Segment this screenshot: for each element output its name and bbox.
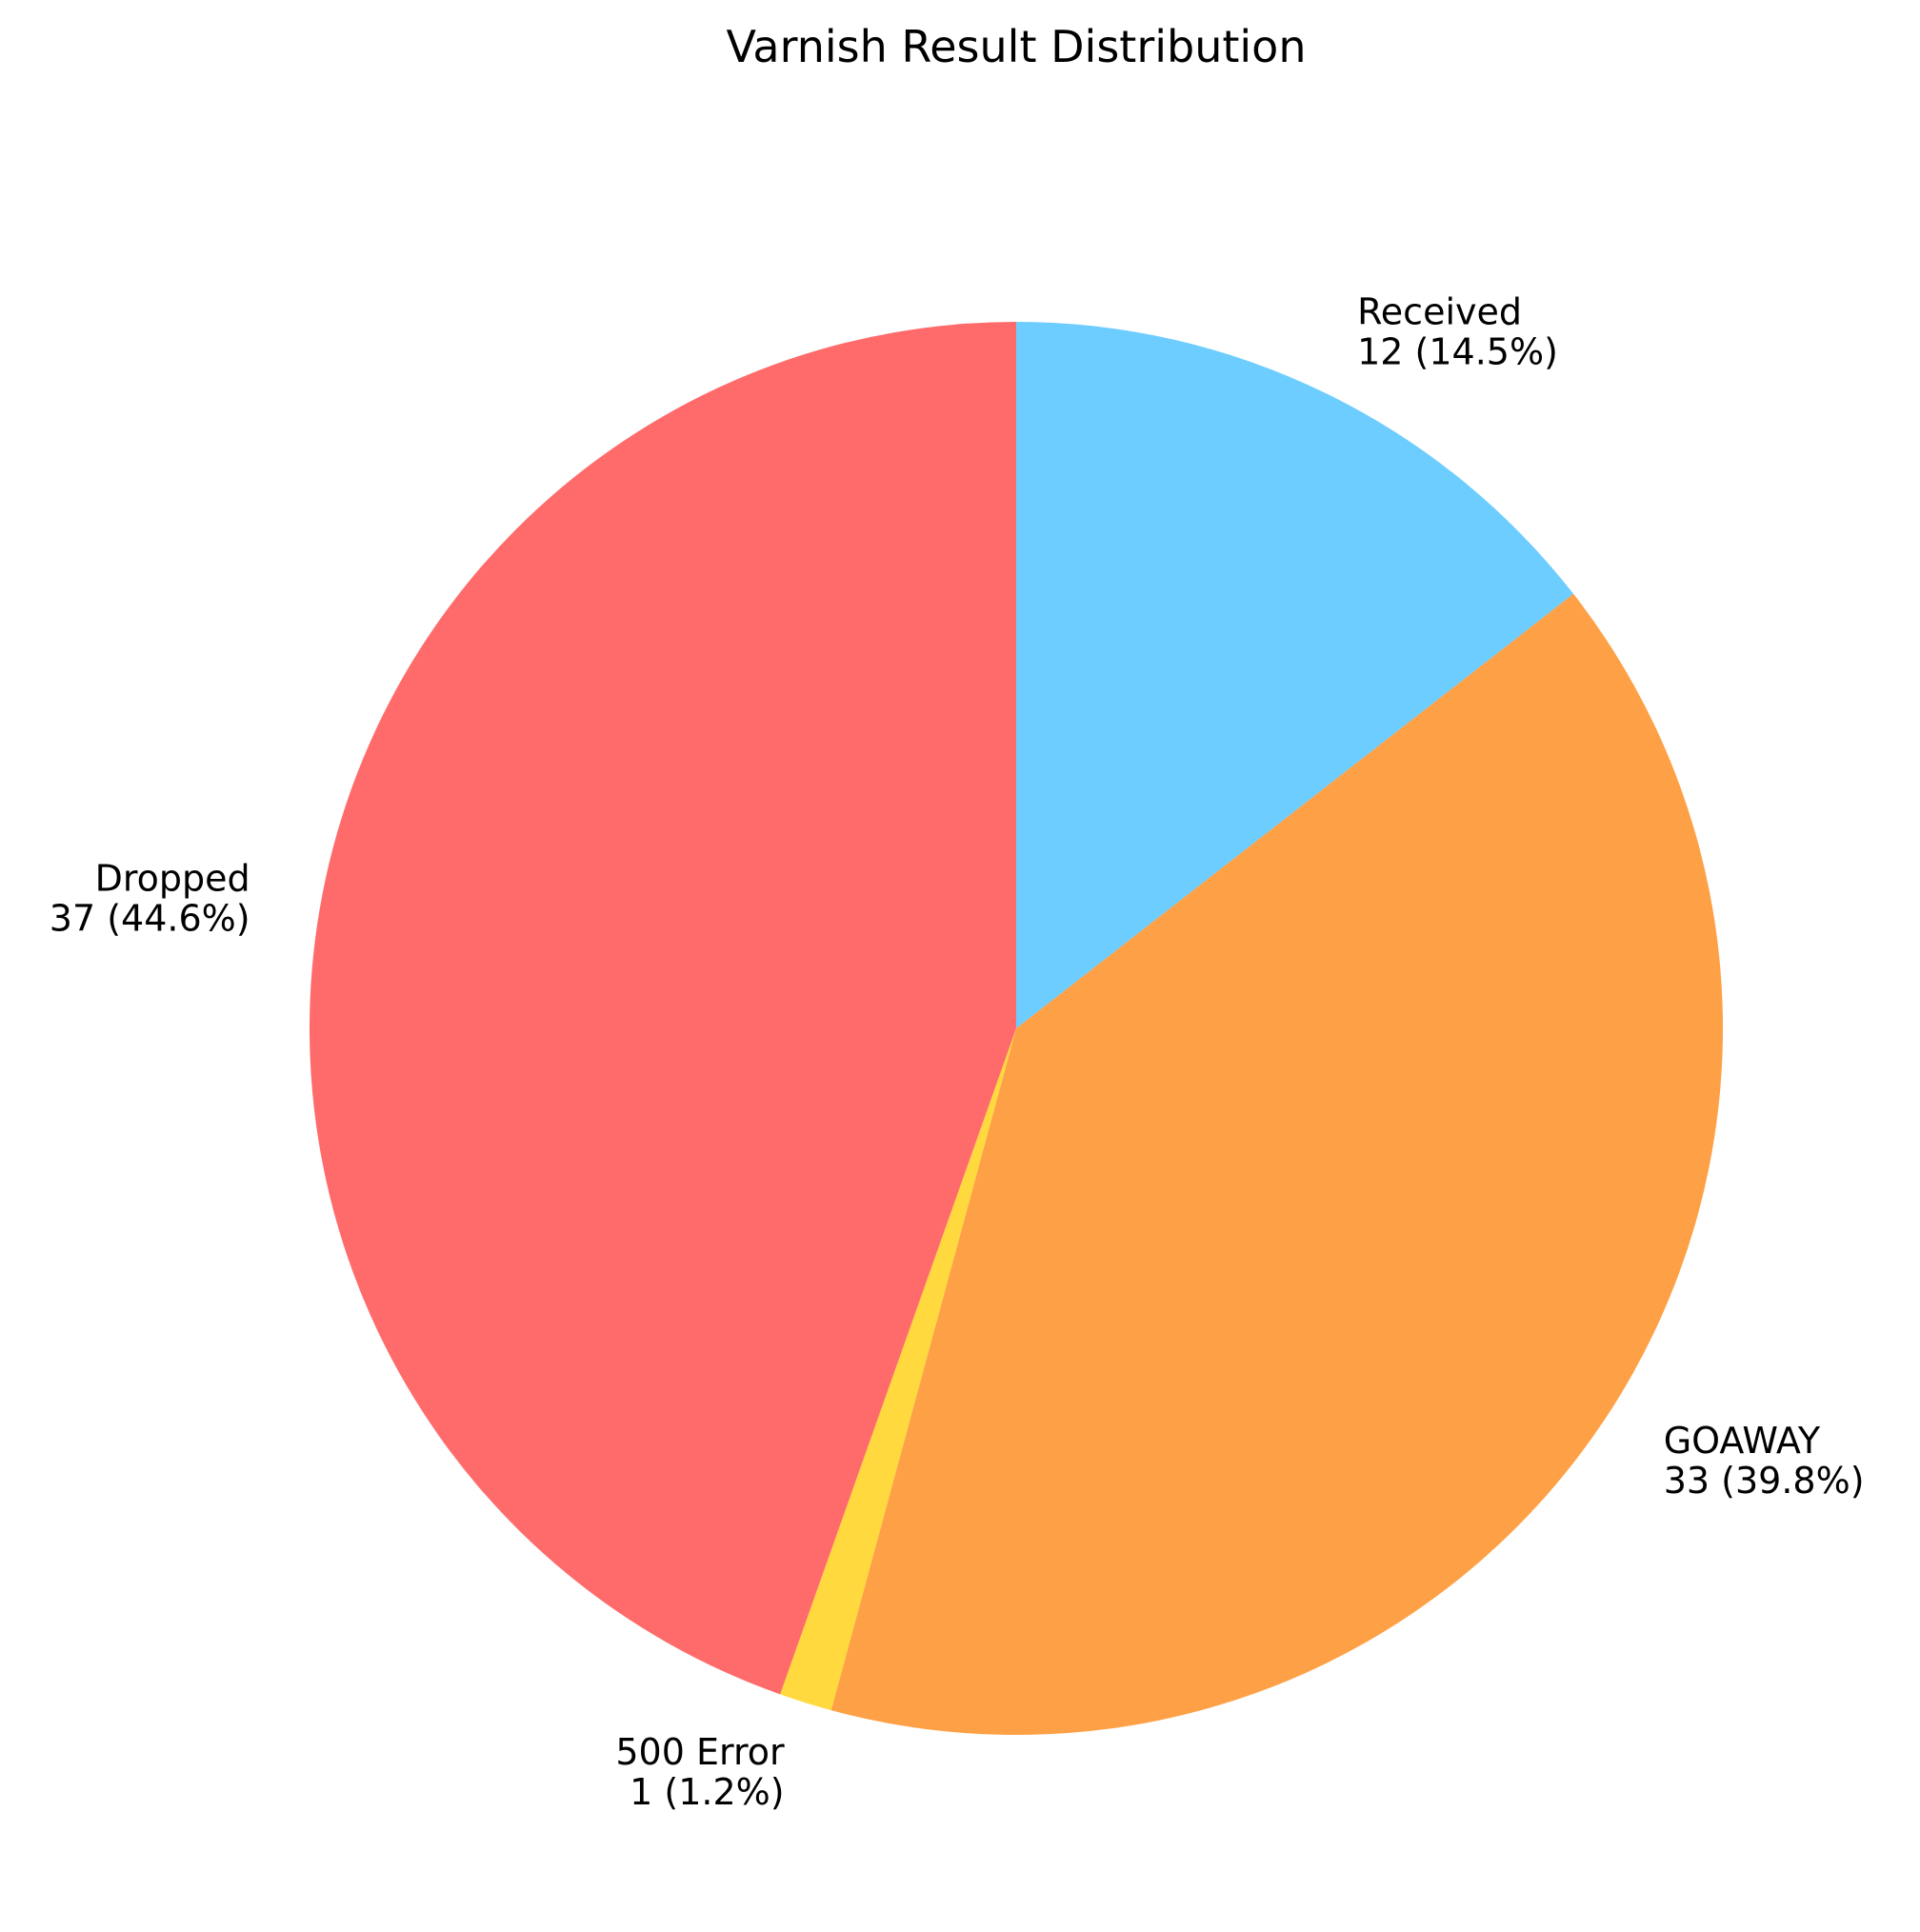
pie-slice-goaway	[830, 593, 1724, 1736]
pie-slice-dropped	[310, 322, 1016, 1695]
slice-label-goaway: GOAWAY 33 (39.8%)	[1664, 1420, 1865, 1502]
slice-label-name: 500 Error	[615, 1731, 785, 1773]
slice-label-name: Dropped	[95, 858, 250, 900]
slice-label-500-error: 500 Error 1 (1.2%)	[615, 1731, 785, 1813]
slice-label-name: GOAWAY	[1664, 1420, 1821, 1462]
slice-label-value: 37 (44.6%)	[50, 898, 250, 940]
slice-label-value: 12 (14.5%)	[1357, 331, 1558, 373]
chart-title: Varnish Result Distribution	[727, 21, 1307, 72]
slice-label-value: 1 (1.2%)	[630, 1771, 784, 1813]
slice-label-name: Received	[1357, 291, 1522, 333]
pie-labels: Received 12 (14.5%) GOAWAY 33 (39.8%) 500 Er…	[50, 291, 1865, 1814]
slice-label-dropped: Dropped 37 (44.6%)	[50, 858, 250, 940]
pie-slice-500-error	[780, 1028, 1016, 1711]
pie-slices	[310, 322, 1724, 1736]
slice-label-received: Received 12 (14.5%)	[1357, 291, 1558, 373]
pie-slice-received	[1016, 322, 1574, 1028]
slice-label-value: 33 (39.8%)	[1664, 1460, 1865, 1502]
